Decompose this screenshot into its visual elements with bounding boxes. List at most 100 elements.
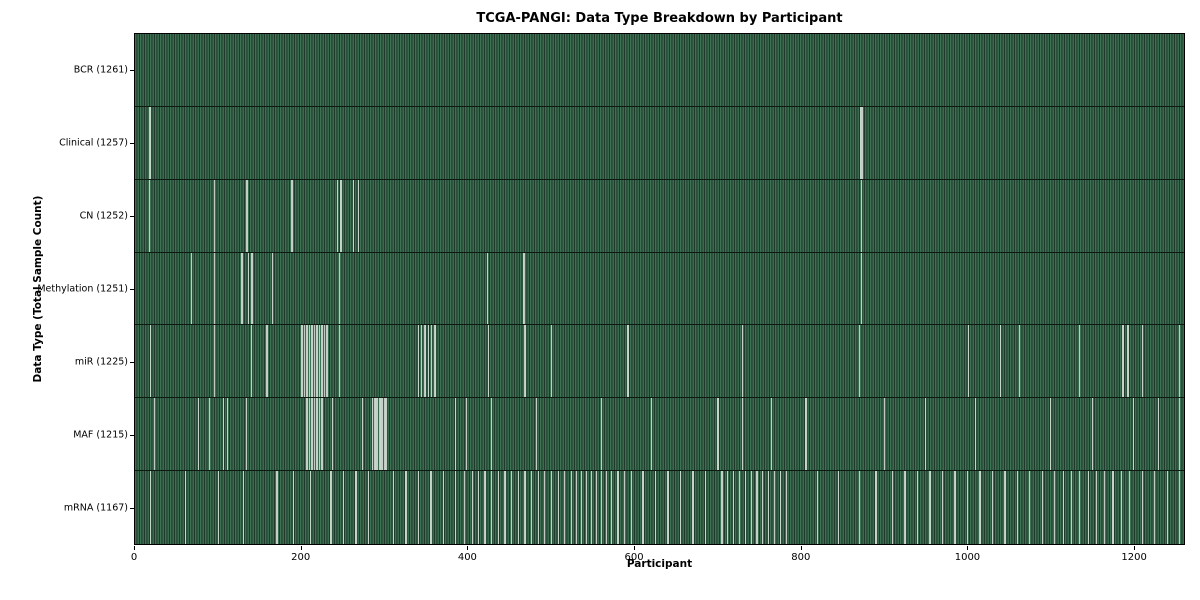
absent-line: [941, 471, 944, 544]
absent-line: [1041, 471, 1043, 544]
absent-line: [266, 325, 268, 398]
absent-line: [248, 252, 250, 325]
absent-line: [605, 471, 608, 544]
absent-line: [544, 471, 546, 544]
absent-line: [517, 471, 519, 544]
absent-line: [276, 471, 278, 544]
absent-line: [1141, 325, 1143, 398]
absent-line: [1104, 471, 1106, 544]
y-tick-labels: BCR (1261) Clinical (1257) CN (1252) Methyl…: [0, 33, 128, 545]
absent-line: [1141, 471, 1143, 544]
absent-line: [1019, 325, 1021, 398]
x-tick-mark: [300, 546, 302, 550]
absent-line: [742, 325, 744, 398]
absent-line: [861, 252, 863, 325]
absent-line: [1166, 471, 1168, 544]
absent-line: [744, 471, 746, 544]
absent-line: [305, 398, 307, 471]
absent-line: [243, 471, 245, 544]
y-tick-mark: [130, 435, 134, 437]
absent-line: [246, 179, 248, 252]
absent-line: [323, 325, 326, 398]
absent-line: [340, 179, 342, 252]
absent-line: [1133, 398, 1135, 471]
absent-line: [380, 398, 382, 471]
absent-line: [315, 398, 317, 471]
absent-line: [424, 325, 426, 398]
y-tick-label: MAF (1215): [73, 429, 128, 441]
absent-line: [892, 471, 894, 544]
absent-line: [904, 471, 906, 544]
absent-line: [1158, 398, 1160, 471]
y-tick-label: Clinical (1257): [59, 137, 128, 149]
absent-line: [1050, 398, 1052, 471]
absent-line: [352, 179, 355, 252]
absent-line: [149, 179, 151, 252]
absent-line: [858, 325, 860, 398]
absent-line: [318, 325, 321, 398]
absent-line: [858, 471, 860, 544]
absent-line: [463, 471, 465, 544]
absent-line: [326, 325, 328, 398]
x-tick-label: 800: [791, 552, 811, 563]
absent-line: [313, 398, 316, 471]
absent-line: [330, 471, 332, 544]
x-tick-mark: [800, 546, 802, 550]
absent-line: [455, 398, 457, 471]
absent-line: [590, 471, 593, 544]
absent-line: [355, 471, 357, 544]
absent-line: [966, 471, 969, 544]
absent-line: [149, 106, 152, 179]
absent-line: [550, 471, 553, 544]
y-tick-mark: [130, 362, 134, 364]
absent-line: [149, 471, 152, 544]
absent-line: [1122, 325, 1124, 398]
absent-line: [486, 252, 489, 325]
absent-line: [471, 471, 474, 544]
x-tick-labels: 0 200 400 600 800 1000 1200: [131, 545, 1185, 575]
absent-line: [925, 398, 927, 471]
absent-line: [704, 471, 707, 544]
absent-line: [779, 471, 781, 544]
absent-line: [550, 325, 553, 398]
absent-line: [308, 325, 311, 398]
x-tick-mark: [1134, 546, 1136, 550]
absent-line: [1179, 398, 1181, 471]
absent-line: [580, 471, 583, 544]
heatmap-row-maf: [135, 398, 1184, 472]
absent-line: [405, 471, 407, 544]
absent-line: [727, 471, 729, 544]
absent-line: [392, 471, 395, 544]
absent-line: [301, 325, 303, 398]
y-tick-label: Methylation (1251): [37, 283, 128, 295]
absent-line: [442, 471, 444, 544]
absent-line: [209, 398, 211, 471]
absent-line: [524, 471, 526, 544]
absent-line: [1127, 325, 1129, 398]
absent-line: [214, 179, 216, 252]
absent-line: [375, 398, 377, 471]
absent-line: [967, 325, 969, 398]
absent-line: [149, 325, 152, 398]
absent-line: [487, 325, 489, 398]
absent-line: [1062, 471, 1064, 544]
y-tick-mark: [130, 508, 134, 510]
absent-line: [431, 325, 433, 398]
absent-line: [1112, 471, 1114, 544]
absent-line: [291, 179, 293, 252]
absent-line: [1070, 471, 1073, 544]
absent-line: [1120, 471, 1122, 544]
absent-line: [382, 398, 384, 471]
y-tick-label: mRNA (1167): [63, 502, 128, 514]
absent-line: [250, 325, 252, 398]
absent-line: [373, 398, 375, 471]
x-tick-label: 1200: [1121, 552, 1147, 563]
absent-line: [733, 471, 735, 544]
absent-line: [530, 471, 533, 544]
absent-line: [773, 471, 776, 544]
absent-line: [1016, 471, 1018, 544]
y-tick-label: CN (1252): [79, 210, 128, 222]
absent-line: [692, 471, 694, 544]
absent-line: [537, 471, 539, 544]
absent-line: [332, 398, 334, 471]
